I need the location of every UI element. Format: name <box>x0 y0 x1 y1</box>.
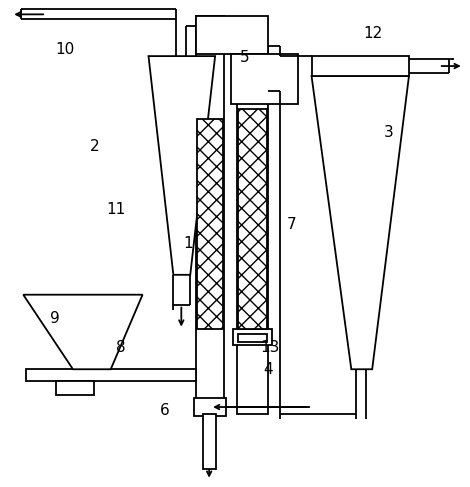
Bar <box>312 56 409 76</box>
Text: 5: 5 <box>240 50 249 65</box>
Bar <box>194 398 226 416</box>
Text: 8: 8 <box>116 340 125 355</box>
Text: 3: 3 <box>384 125 394 140</box>
Bar <box>233 330 272 345</box>
Bar <box>197 119 223 330</box>
Bar <box>231 54 298 104</box>
Text: 2: 2 <box>90 139 100 154</box>
Text: 9: 9 <box>50 311 60 326</box>
Bar <box>26 369 196 381</box>
Text: 4: 4 <box>263 362 273 377</box>
Polygon shape <box>149 56 215 275</box>
Text: 6: 6 <box>160 403 170 418</box>
Bar <box>237 46 268 414</box>
Text: 1: 1 <box>183 236 193 251</box>
Bar <box>196 17 268 54</box>
Bar <box>203 414 216 468</box>
Text: 13: 13 <box>260 340 280 355</box>
Bar <box>196 17 224 414</box>
Text: 10: 10 <box>55 42 74 57</box>
Text: 7: 7 <box>286 217 296 232</box>
Text: 12: 12 <box>363 26 383 41</box>
Bar <box>238 335 267 342</box>
Text: 11: 11 <box>106 202 125 217</box>
Bar <box>238 109 267 330</box>
Polygon shape <box>312 76 409 369</box>
Bar <box>56 381 94 395</box>
Polygon shape <box>23 295 142 369</box>
